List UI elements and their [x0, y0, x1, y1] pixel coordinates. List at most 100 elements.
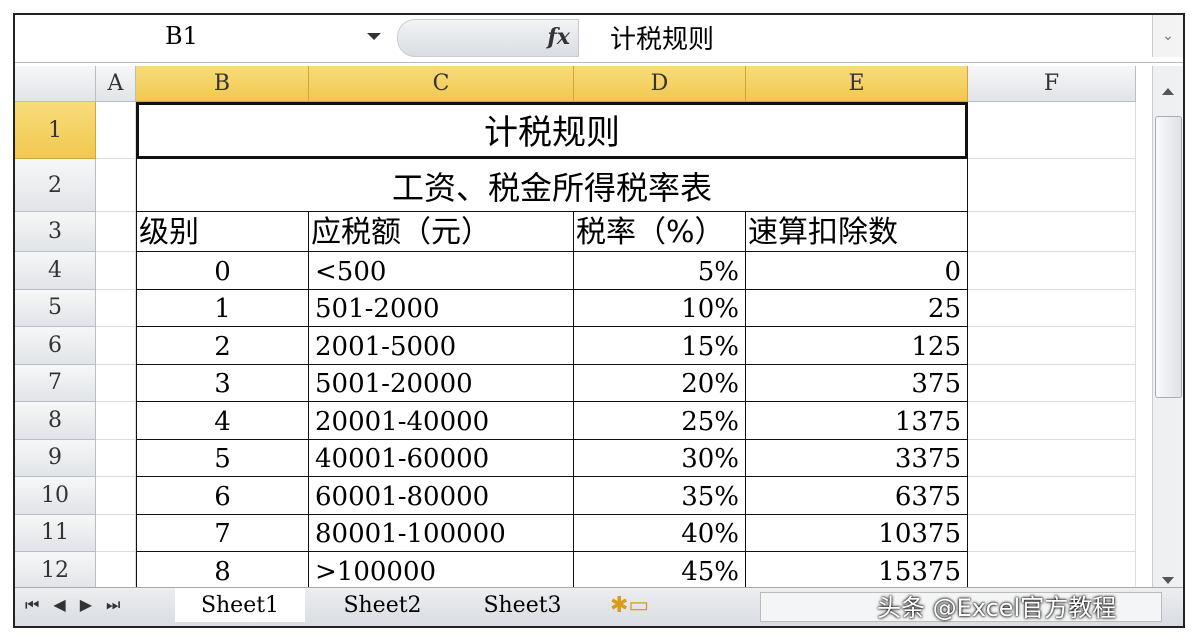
cell[interactable] — [968, 252, 1136, 290]
row-header-5[interactable]: 5 — [15, 289, 96, 327]
subtitle-cell[interactable]: 工资、税金所得税率表 — [136, 159, 968, 212]
cell[interactable] — [968, 364, 1136, 402]
data-cell[interactable]: 7 — [136, 514, 309, 552]
column-header-D[interactable]: D — [574, 66, 746, 102]
data-cell[interactable]: 2 — [136, 327, 309, 365]
cell[interactable] — [968, 477, 1136, 515]
data-cell[interactable]: 2001-5000 — [309, 327, 574, 365]
data-cell[interactable]: 25% — [574, 402, 746, 440]
vertical-scrollbar[interactable] — [1152, 66, 1183, 588]
data-cell[interactable]: 3375 — [746, 439, 968, 477]
data-cell[interactable]: 35% — [574, 477, 746, 515]
name-box[interactable]: B1 — [15, 15, 400, 57]
cell[interactable] — [96, 252, 136, 290]
cell[interactable] — [968, 327, 1136, 365]
row-header-7[interactable]: 7 — [15, 364, 96, 402]
row-header-10[interactable]: 10 — [15, 477, 96, 515]
cell[interactable] — [968, 514, 1136, 552]
data-cell[interactable]: 10375 — [746, 514, 968, 552]
scroll-down-icon[interactable] — [1162, 577, 1174, 584]
cell[interactable] — [96, 477, 136, 515]
data-cell[interactable]: <500 — [309, 252, 574, 290]
cell[interactable] — [96, 289, 136, 327]
row-header-4[interactable]: 4 — [15, 252, 96, 290]
cell[interactable] — [96, 439, 136, 477]
data-cell[interactable]: 1 — [136, 289, 309, 327]
data-cell[interactable]: 4 — [136, 402, 309, 440]
cell[interactable] — [96, 159, 136, 212]
data-cell[interactable]: 125 — [746, 327, 968, 365]
tab-sheet2[interactable]: Sheet2 — [343, 592, 422, 618]
data-cell[interactable]: 6375 — [746, 477, 968, 515]
data-cell[interactable]: >100000 — [309, 552, 574, 590]
data-cell[interactable]: 60001-80000 — [309, 477, 574, 515]
data-cell[interactable]: 3 — [136, 364, 309, 402]
cell[interactable] — [968, 552, 1136, 590]
scroll-thumb[interactable] — [1155, 116, 1182, 398]
data-cell[interactable]: 20% — [574, 364, 746, 402]
column-header-B[interactable]: B — [136, 66, 309, 102]
fx-icon[interactable]: fx — [547, 24, 570, 50]
header-cell[interactable]: 税率（%） — [574, 212, 746, 252]
horizontal-scrollbar[interactable] — [760, 592, 1162, 622]
column-header-A[interactable]: A — [96, 66, 136, 102]
cell[interactable] — [96, 102, 136, 159]
tab-sheet1[interactable]: Sheet1 — [175, 588, 305, 622]
data-cell[interactable]: 6 — [136, 477, 309, 515]
data-cell[interactable]: 1375 — [746, 402, 968, 440]
data-cell[interactable]: 10% — [574, 289, 746, 327]
cell[interactable] — [968, 102, 1136, 159]
data-cell[interactable]: 20001-40000 — [309, 402, 574, 440]
formula-input[interactable]: 计税规则 — [610, 25, 715, 55]
header-cell[interactable]: 级别 — [136, 212, 309, 252]
tab-navigation-icons[interactable]: ⏮◀▶⏭ — [25, 595, 135, 614]
data-cell[interactable]: 15% — [574, 327, 746, 365]
row-header-1[interactable]: 1 — [15, 102, 96, 159]
data-cell[interactable]: 8 — [136, 552, 309, 590]
row-header-8[interactable]: 8 — [15, 402, 96, 440]
data-cell[interactable]: 5% — [574, 252, 746, 290]
column-header-C[interactable]: C — [309, 66, 574, 102]
row-header-2[interactable]: 2 — [15, 159, 96, 212]
cell[interactable] — [96, 212, 136, 252]
data-cell[interactable]: 0 — [746, 252, 968, 290]
cell[interactable] — [96, 327, 136, 365]
data-cell[interactable]: 30% — [574, 439, 746, 477]
data-cell[interactable]: 15375 — [746, 552, 968, 590]
row-header-6[interactable]: 6 — [15, 327, 96, 365]
row-header-11[interactable]: 11 — [15, 514, 96, 552]
data-cell[interactable]: 5001-20000 — [309, 364, 574, 402]
title-cell-B1[interactable]: 计税规则 — [136, 102, 968, 159]
cell[interactable] — [96, 552, 136, 590]
row-header-9[interactable]: 9 — [15, 439, 96, 477]
column-header-F[interactable]: F — [968, 66, 1136, 102]
cell[interactable] — [968, 439, 1136, 477]
expand-formula-bar-icon[interactable]: ⌄ — [1152, 15, 1183, 57]
insert-sheet-icon[interactable]: ✱▭ — [610, 592, 650, 618]
data-cell[interactable]: 80001-100000 — [309, 514, 574, 552]
cell[interactable] — [968, 289, 1136, 327]
data-cell[interactable]: 0 — [136, 252, 309, 290]
data-cell[interactable]: 40% — [574, 514, 746, 552]
data-cell[interactable]: 5 — [136, 439, 309, 477]
cell[interactable] — [968, 159, 1136, 212]
cell[interactable] — [96, 514, 136, 552]
data-cell[interactable]: 45% — [574, 552, 746, 590]
tab-sheet3[interactable]: Sheet3 — [483, 592, 562, 618]
row-header-12[interactable]: 12 — [15, 552, 96, 590]
cell[interactable] — [968, 212, 1136, 252]
scroll-up-icon[interactable] — [1162, 88, 1174, 95]
header-cell[interactable]: 应税额（元） — [309, 212, 574, 252]
cell[interactable] — [968, 402, 1136, 440]
data-cell[interactable]: 25 — [746, 289, 968, 327]
row-header-3[interactable]: 3 — [15, 212, 96, 252]
data-cell[interactable]: 40001-60000 — [309, 439, 574, 477]
select-all-corner[interactable] — [15, 66, 96, 102]
data-cell[interactable]: 501-2000 — [309, 289, 574, 327]
header-cell[interactable]: 速算扣除数 — [746, 212, 968, 252]
cell[interactable] — [96, 402, 136, 440]
name-box-dropdown-icon[interactable] — [367, 33, 381, 40]
data-cell[interactable]: 375 — [746, 364, 968, 402]
column-header-E[interactable]: E — [746, 66, 968, 102]
cell[interactable] — [96, 364, 136, 402]
